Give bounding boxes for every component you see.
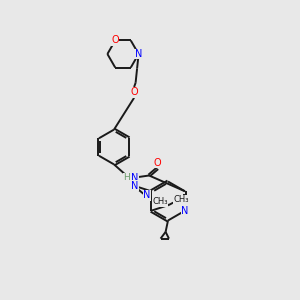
Text: CH₃: CH₃: [174, 195, 189, 204]
Text: CH₃: CH₃: [152, 197, 168, 206]
Text: N: N: [131, 181, 139, 190]
Text: O: O: [130, 87, 138, 98]
Text: N: N: [135, 49, 142, 59]
Text: O: O: [111, 35, 119, 46]
Text: N: N: [143, 190, 151, 200]
Text: O: O: [154, 158, 161, 168]
Text: N: N: [131, 173, 138, 183]
Text: H: H: [123, 173, 130, 182]
Text: N: N: [181, 206, 189, 216]
